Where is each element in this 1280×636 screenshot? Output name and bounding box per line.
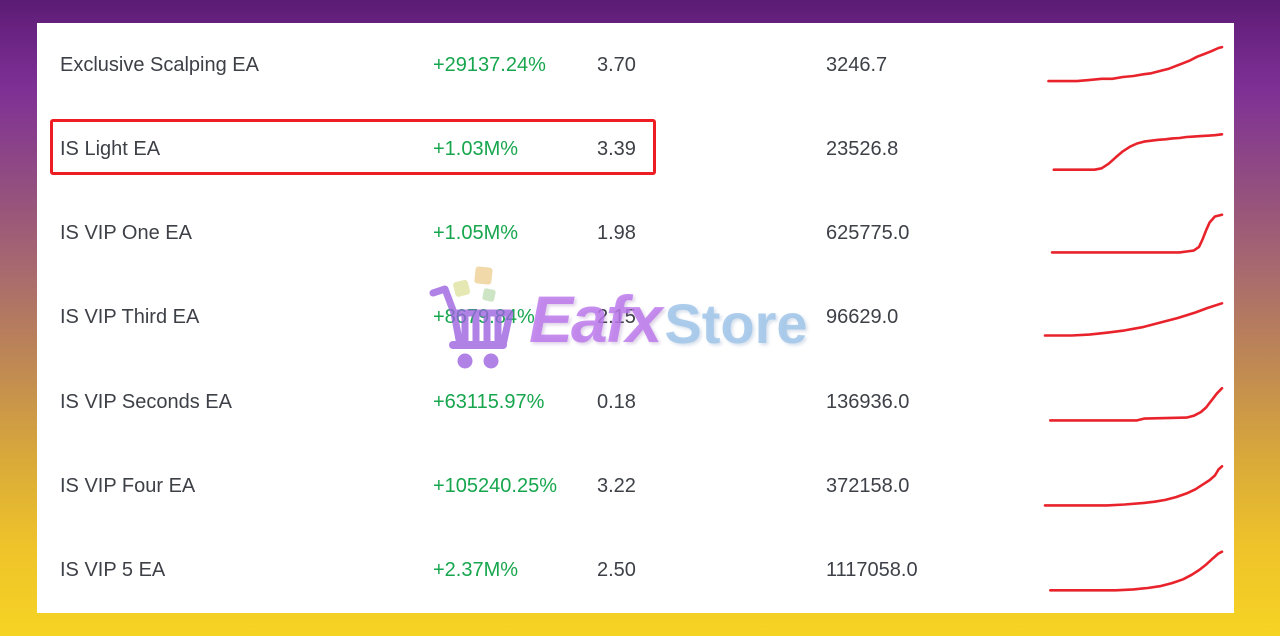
ratio-value: 3.22: [597, 475, 636, 498]
balance-value: 372158.0: [826, 475, 910, 498]
sparkline-cell: [1043, 464, 1224, 510]
sparkline-cell: [1045, 548, 1224, 594]
gain-percent: +1.05M%: [433, 222, 519, 245]
table-row[interactable]: IS VIP Third EA +8679.84% 2.15 96629.0: [37, 276, 1234, 360]
gain-percent: +105240.25%: [433, 475, 558, 498]
sparkline-cell: [1043, 295, 1224, 341]
table-row[interactable]: IS Light EA +1.03M% 3.39 23526.8: [37, 107, 1234, 191]
equity-sparkline: [1043, 464, 1224, 507]
ea-name[interactable]: IS VIP Four EA: [60, 475, 196, 498]
table-row[interactable]: IS VIP Four EA +105240.25% 3.22 372158.0: [37, 444, 1234, 528]
ratio-value: 2.50: [597, 559, 636, 582]
sparkline-cell: [1045, 42, 1224, 88]
table-row[interactable]: Exclusive Scalping EA +29137.24% 3.70 3246.…: [37, 23, 1234, 107]
balance-value: 1117058.0: [826, 559, 918, 582]
ea-name[interactable]: IS VIP Seconds EA: [60, 390, 232, 413]
gain-percent: +63115.97%: [433, 390, 545, 413]
sparkline-cell: [1045, 211, 1224, 257]
ea-name[interactable]: IS VIP 5 EA: [60, 559, 166, 582]
gain-percent: +2.37M%: [433, 559, 519, 582]
sparkline-cell: [1045, 126, 1224, 172]
balance-value: 625775.0: [826, 222, 910, 245]
ea-name[interactable]: IS VIP One EA: [60, 222, 192, 245]
equity-sparkline: [1049, 550, 1224, 592]
balance-value: 136936.0: [826, 390, 910, 413]
ea-name[interactable]: IS Light EA: [60, 137, 161, 160]
balance-value: 23526.8: [826, 137, 899, 160]
equity-sparkline: [1049, 387, 1224, 422]
ratio-value: 3.70: [597, 53, 636, 76]
gain-percent: +8679.84%: [433, 306, 535, 329]
table-row[interactable]: IS VIP 5 EA +2.37M% 2.50 1117058.0: [37, 529, 1234, 613]
equity-sparkline: [1050, 213, 1224, 254]
equity-sparkline: [1047, 45, 1224, 83]
equity-sparkline: [1052, 133, 1224, 172]
gain-percent: +1.03M%: [433, 137, 519, 160]
balance-value: 96629.0: [826, 306, 899, 329]
table-row[interactable]: IS VIP One EA +1.05M% 1.98 625775.0: [37, 192, 1234, 276]
table-row[interactable]: IS VIP Seconds EA +63115.97% 0.18 136936.0: [37, 360, 1234, 444]
gain-percent: +29137.24%: [433, 53, 546, 76]
ratio-value: 1.98: [597, 222, 636, 245]
ratio-value: 0.18: [597, 390, 636, 413]
sparkline-cell: [1045, 379, 1224, 425]
ea-name[interactable]: IS VIP Third EA: [60, 306, 200, 329]
ratio-value: 2.15: [597, 306, 636, 329]
ea-table: Exclusive Scalping EA +29137.24% 3.70 3246.…: [37, 23, 1234, 613]
equity-sparkline: [1043, 301, 1224, 337]
ea-name[interactable]: Exclusive Scalping EA: [60, 53, 259, 76]
ea-table-panel: Exclusive Scalping EA +29137.24% 3.70 3246.…: [37, 23, 1234, 613]
balance-value: 3246.7: [826, 53, 888, 76]
ratio-value: 3.39: [597, 137, 636, 160]
